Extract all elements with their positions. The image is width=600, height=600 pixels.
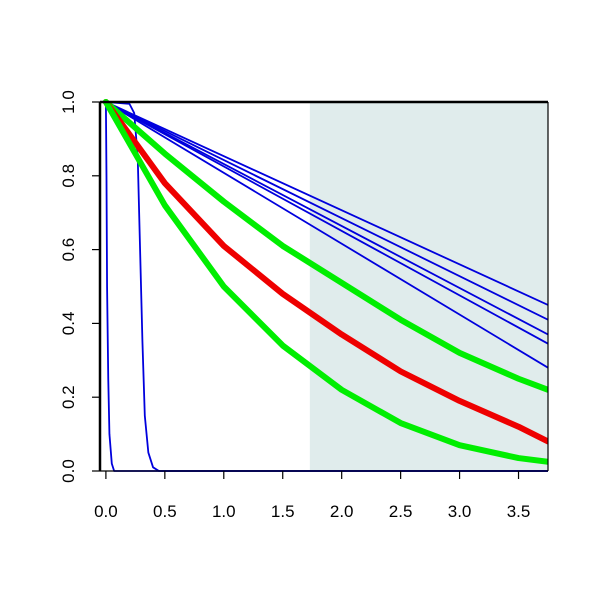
series-line-4 (104, 101, 548, 321)
series-line-3 (104, 101, 548, 306)
y-tick-label: 0.2 (59, 385, 78, 409)
x-tick-label: 0.5 (153, 502, 177, 521)
x-tick-label: 1.0 (212, 502, 236, 521)
x-tick-label: 3.5 (507, 502, 531, 521)
tick-layer: 0.0 0.5 1.0 1.5 2.0 2.5 3.0 3.5 0.0 0.2 0.4 0.6 0.8 1… (59, 90, 530, 521)
y-tick-label: 1.0 (59, 90, 78, 114)
x-tick-label: 3.0 (448, 502, 472, 521)
series-line-6 (104, 101, 548, 345)
series-line-9 (102, 99, 548, 445)
y-tick-label: 0.8 (59, 164, 78, 188)
series-layer (102, 99, 548, 472)
series-line-1 (104, 101, 548, 472)
y-tick-label: 0.0 (59, 459, 78, 483)
x-tick-label: 1.5 (271, 502, 295, 521)
x-tick-label: 2.5 (389, 502, 413, 521)
x-tick-label: 0.0 (94, 502, 118, 521)
x-tick-label: 2.0 (330, 502, 354, 521)
series-line-2 (104, 101, 548, 472)
series-line-7 (104, 101, 548, 369)
series-line-8 (102, 99, 548, 393)
y-tick-label: 0.6 (59, 238, 78, 262)
axis-layer (98, 100, 549, 472)
series-line-10 (102, 99, 548, 465)
series-line-5 (104, 101, 548, 336)
y-tick-label: 0.4 (59, 312, 78, 336)
